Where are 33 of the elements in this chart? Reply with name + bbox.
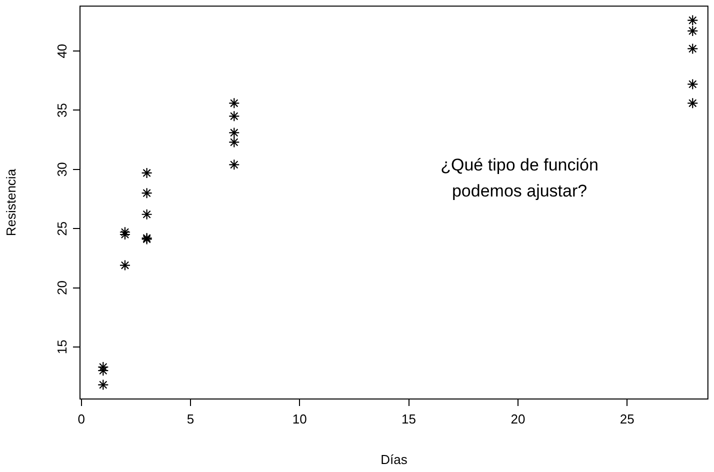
x-tick-label: 25 <box>620 411 634 426</box>
y-tick-label: 30 <box>54 162 70 177</box>
point <box>687 78 698 90</box>
point <box>119 228 131 240</box>
point <box>228 136 240 148</box>
point <box>119 226 131 238</box>
annotation: ¿Qué tipo de función podemos ajustar? <box>440 156 598 201</box>
x-tick-label: 10 <box>292 411 307 426</box>
y-tick-label: 35 <box>54 103 70 118</box>
x-tick-label: 20 <box>510 411 526 426</box>
x-tick-label: 0 <box>78 411 85 426</box>
point <box>687 43 698 54</box>
point <box>687 14 698 26</box>
point <box>98 365 109 376</box>
x-tick-label: 5 <box>186 411 194 426</box>
x-axis-title: Días <box>380 452 408 467</box>
y-tick-label: 15 <box>54 340 70 354</box>
y-tick-label: 40 <box>54 44 70 58</box>
point <box>228 110 240 122</box>
point <box>687 25 698 36</box>
y-tick-label: 20 <box>54 280 70 295</box>
point <box>141 167 152 179</box>
point <box>119 260 131 271</box>
point <box>98 379 109 390</box>
point <box>228 98 240 109</box>
point <box>228 127 240 138</box>
y-axis-title: Resistencia <box>3 168 18 236</box>
point <box>141 208 152 220</box>
point <box>687 98 698 109</box>
point <box>228 159 240 170</box>
point <box>141 188 152 199</box>
y-tick-label: 25 <box>54 221 70 236</box>
x-tick-label: 15 <box>402 411 416 426</box>
